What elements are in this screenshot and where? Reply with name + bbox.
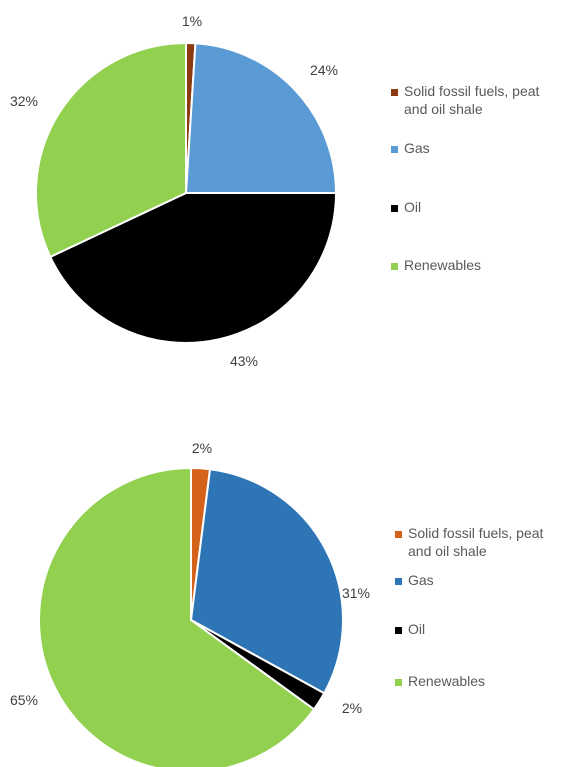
legend-swatch: [391, 205, 398, 212]
legend-swatch: [395, 531, 402, 538]
pie-slice-oil: [48, 192, 338, 344]
data-label-oil: 2%: [342, 700, 362, 716]
legend-label: Gas: [408, 572, 434, 588]
legend-label: Solid fossil fuels, peat: [408, 525, 544, 541]
data-label-solid-fossil-fuels-peat-and-oil-shale: 2%: [192, 440, 212, 456]
legend-item-renewables: Renewables: [395, 673, 485, 689]
legend-label: Oil: [408, 621, 425, 637]
legend-item-renewables: Renewables: [391, 257, 481, 273]
legend-swatch: [395, 627, 402, 634]
legend-item-oil: Oil: [395, 621, 425, 637]
legend-label: Renewables: [408, 673, 485, 689]
data-label-solid-fossil-fuels-peat-and-oil-shale: 1%: [182, 13, 202, 29]
legend-label: Solid fossil fuels, peat: [404, 83, 540, 99]
legend-label: and oil shale: [408, 543, 487, 559]
legend-swatch: [391, 146, 398, 153]
legend-label: Renewables: [404, 257, 481, 273]
legend-swatch: [395, 679, 402, 686]
data-label-renewables: 32%: [10, 93, 38, 109]
legend-label: and oil shale: [404, 101, 483, 117]
legend-item-oil: Oil: [391, 199, 421, 215]
legend: Solid fossil fuels, peat and oil shale Gas…: [391, 83, 540, 273]
legend: Solid fossil fuels, peat and oil shale Gas…: [395, 525, 544, 689]
legend-item-gas: Gas: [391, 140, 430, 156]
data-label-gas: 24%: [310, 62, 338, 78]
pie-chart-2: 2% 31% 2% 65% Solid fossil fuels, peat and oi…: [10, 440, 544, 767]
pie-chart-1: 1% 24% 43% 32% Solid fossil fuels, peat and o…: [10, 13, 540, 369]
pie-slice-renewables: [35, 41, 187, 259]
legend-label: Gas: [404, 140, 430, 156]
pie-slice-renewables: [38, 466, 316, 767]
data-label-gas: 31%: [342, 585, 370, 601]
legend-swatch: [395, 578, 402, 585]
legend-label: Oil: [404, 199, 421, 215]
legend-swatch: [391, 263, 398, 270]
pie-slice-gas: [189, 468, 344, 695]
data-label-renewables: 65%: [10, 692, 38, 708]
data-label-oil: 43%: [230, 353, 258, 369]
legend-swatch: [391, 89, 398, 96]
legend-item-solid-fossil-fuels-peat-and-oil-shale: Solid fossil fuels, peat and oil shale: [395, 525, 544, 559]
legend-item-gas: Gas: [395, 572, 434, 588]
pie-slice-gas: [184, 42, 338, 194]
legend-item-solid-fossil-fuels-peat-and-oil-shale: Solid fossil fuels, peat and oil shale: [391, 83, 540, 117]
